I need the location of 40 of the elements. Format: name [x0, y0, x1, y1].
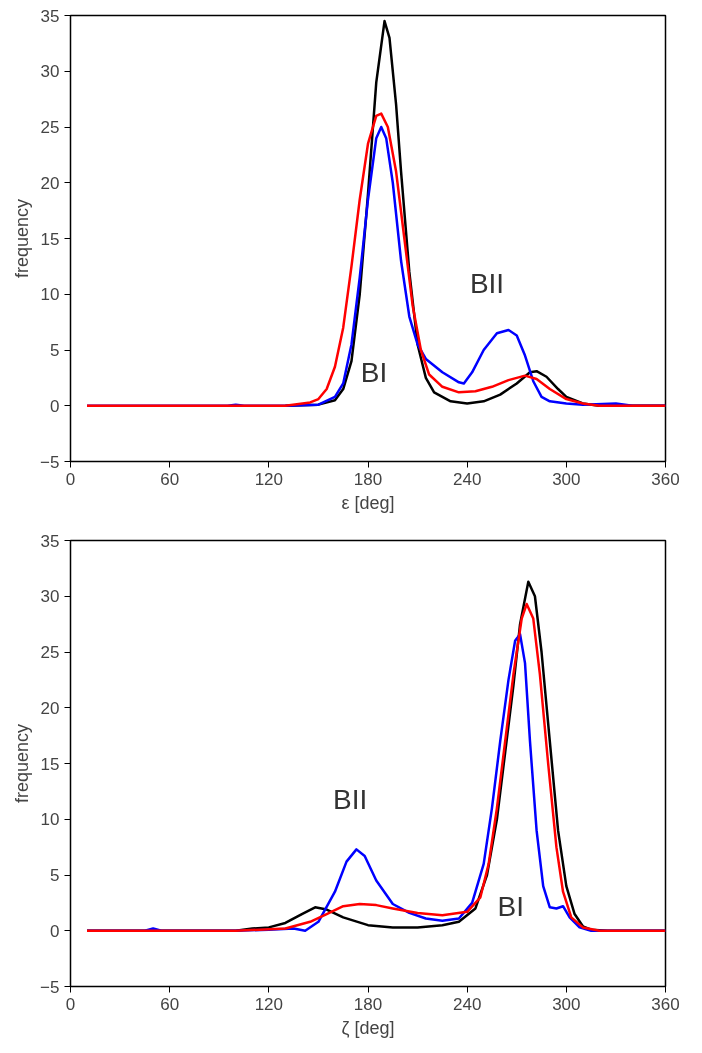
- annotation: BI: [360, 357, 388, 388]
- y-tick-label: 15: [40, 754, 60, 774]
- y-axis-title: frequency: [12, 198, 33, 279]
- x-tick-label: 120: [254, 469, 284, 489]
- x-tick-label: 180: [353, 469, 383, 489]
- y-tick-label: 0: [50, 396, 60, 416]
- x-tick-label: 360: [651, 994, 680, 1014]
- x-tick-label: 120: [254, 994, 284, 1014]
- x-axis-title: ζ [deg]: [341, 1017, 395, 1038]
- y-tick-label: 30: [40, 62, 60, 82]
- y-axis-title: frequency: [12, 723, 33, 804]
- x-tick-label: 0: [65, 994, 76, 1014]
- y-tick-label: 5: [50, 341, 60, 360]
- x-tick-label: 60: [160, 994, 180, 1014]
- x-tick-label: 300: [552, 469, 581, 489]
- y-tick-label: 15: [40, 229, 60, 249]
- x-tick-label: 240: [452, 994, 482, 1014]
- y-tick-label: 30: [40, 587, 60, 607]
- y-tick-label: 20: [40, 173, 60, 193]
- y-tick-label: 35: [40, 6, 60, 26]
- x-tick-label: 180: [353, 994, 383, 1014]
- y-tick-label: 10: [40, 285, 60, 305]
- annotation: BII: [469, 268, 505, 299]
- x-tick-label: 360: [651, 469, 680, 489]
- annotation: BII: [333, 784, 368, 816]
- x-tick-label: 0: [65, 469, 76, 489]
- x-tick-label: 60: [160, 469, 180, 489]
- y-tick-label: 0: [50, 921, 60, 941]
- y-tick-label: 5: [50, 866, 60, 885]
- x-tick-label: 240: [452, 469, 482, 489]
- y-tick-label: −5: [40, 977, 60, 997]
- y-tick-label: 35: [40, 531, 60, 551]
- y-tick-label: −5: [40, 452, 60, 472]
- y-tick-label: 20: [40, 698, 60, 718]
- annotation: BI: [497, 890, 525, 922]
- y-tick-label: 10: [40, 810, 60, 830]
- y-tick-label: 25: [40, 643, 60, 662]
- x-tick-label: 300: [552, 994, 581, 1014]
- x-axis-title: ε [deg]: [341, 492, 395, 513]
- y-tick-label: 25: [40, 118, 60, 137]
